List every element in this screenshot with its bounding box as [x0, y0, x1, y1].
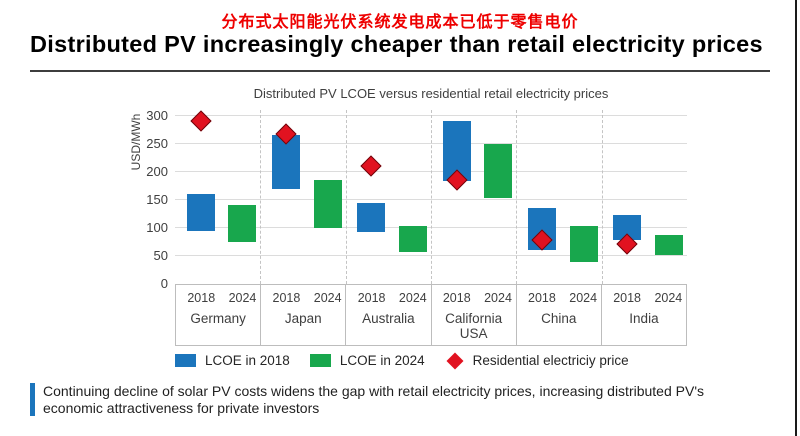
plot-area	[175, 110, 687, 284]
year-label-2024: 2024	[484, 291, 512, 305]
category-label: China	[541, 311, 577, 326]
y-tick-label: 0	[160, 276, 168, 291]
lcoe-2018-bar-australia	[357, 202, 386, 232]
legend-item-lcoe-2018: LCOE in 2018	[175, 353, 290, 368]
group-separator	[260, 110, 262, 284]
callout-accent-bar	[30, 383, 35, 416]
x-axis-label-box: 2018 2024 Germany 2018 2024 Japan 2018 2024 Aust…	[175, 284, 687, 346]
lcoe-2024-bar-australia	[399, 226, 428, 253]
y-axis-ticks: 0 50 100 150 200 250 300	[128, 107, 168, 291]
year-label-2024: 2024	[569, 291, 598, 305]
legend: LCOE in 2018 LCOE in 2024 Residential el…	[175, 352, 735, 369]
lcoe-2018-swatch-icon	[175, 354, 196, 367]
lcoe-2024-bar-india	[655, 234, 684, 256]
category-cell-china: 2018 2024 China	[517, 285, 602, 345]
lcoe-2018-bar-germany	[186, 194, 215, 231]
lcoe-2024-bar-japan	[313, 180, 342, 228]
lcoe-2024-bar-germany	[228, 205, 257, 242]
category-cell-india: 2018 2024 India	[602, 285, 686, 345]
chart-title: Distributed PV LCOE versus residential r…	[253, 86, 609, 101]
legend-label: Residential electriciy price	[472, 353, 629, 368]
y-tick-label: 100	[146, 219, 168, 235]
lcoe-2024-swatch-icon	[309, 354, 331, 367]
price-diamond-marker-australia	[360, 155, 382, 177]
lcoe-2024-bar-china	[569, 226, 598, 262]
chinese-subtitle: 分布式太阳能光伏系统发电成本已低于零售电价	[221, 14, 579, 31]
callout: Continuing decline of solar PV costs wid…	[30, 383, 765, 416]
callout-text: Continuing decline of solar PV costs wid…	[43, 383, 704, 416]
group-separator	[431, 110, 432, 284]
year-label-2018: 2018	[187, 291, 216, 305]
y-tick-label: 150	[146, 191, 168, 207]
year-label-2018: 2018	[613, 291, 642, 305]
right-edge-line	[795, 0, 797, 436]
legend-item-retail-price: Residential electriciy price	[445, 352, 629, 369]
year-label-2024: 2024	[228, 291, 257, 305]
year-label-2024: 2024	[654, 291, 683, 305]
y-tick-label: 250	[146, 135, 168, 151]
year-label-2024: 2024	[398, 291, 427, 305]
year-label-2018: 2018	[357, 291, 386, 305]
category-label: Australia	[362, 311, 415, 326]
lcoe-2024-bar-california-usa	[484, 143, 513, 199]
category-label: India	[629, 311, 659, 326]
title-underline	[30, 70, 770, 72]
year-label-2018: 2018	[272, 291, 301, 305]
category-cell-california-usa: 2018 2024 California USA	[432, 285, 517, 345]
category-label: Germany	[190, 311, 246, 326]
category-cell-australia: 2018 2024 Australia	[346, 285, 432, 345]
category-label: Japan	[284, 311, 322, 326]
legend-label: LCOE in 2018	[205, 353, 290, 368]
category-cell-japan: 2018 2024 Japan	[261, 285, 347, 345]
group-separator	[516, 110, 518, 284]
year-label-2018: 2018	[442, 291, 471, 305]
category-label: California USA	[445, 311, 503, 341]
y-tick-label: 50	[153, 247, 168, 263]
group-separator	[345, 110, 347, 284]
legend-item-lcoe-2024: LCOE in 2024	[309, 353, 425, 368]
page-title: Distributed PV increasingly cheaper than…	[30, 31, 763, 57]
group-separator	[601, 110, 603, 284]
year-label-2024: 2024	[313, 291, 342, 305]
price-diamond-icon	[446, 352, 464, 369]
year-label-2018: 2018	[528, 291, 556, 305]
legend-label: LCOE in 2024	[339, 353, 425, 368]
category-cell-germany: 2018 2024 Germany	[176, 285, 262, 345]
y-tick-label: 200	[146, 163, 168, 179]
y-tick-label: 300	[146, 107, 168, 123]
